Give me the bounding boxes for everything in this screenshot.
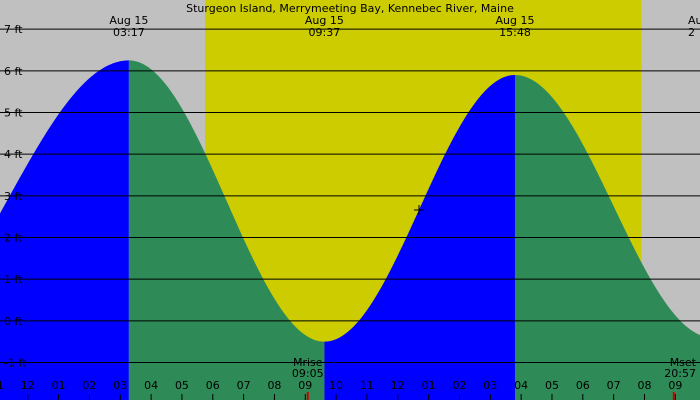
x-tick-label: 03 <box>113 379 127 392</box>
x-tick-label: 08 <box>637 379 651 392</box>
x-tick-label: 07 <box>607 379 621 392</box>
x-tick-label: 05 <box>175 379 189 392</box>
y-tick-label: 1 ft <box>4 273 23 286</box>
x-axis-ticks: 11 12 01 02 03 04 05 06 07 08 09 10 11 12 01 02 03 04 05 06… <box>0 379 682 400</box>
x-tick-label: 07 <box>237 379 251 392</box>
moon-event-time: 20:57 <box>664 367 696 380</box>
x-tick-label: 12 <box>391 379 405 392</box>
y-tick-label: 6 ft <box>4 65 23 78</box>
x-tick-label: 02 <box>82 379 96 392</box>
y-tick-label: 5 ft <box>4 107 23 120</box>
y-axis-labels: -1 ft 0 ft 1 ft 2 ft 3 ft 4 ft 5 ft 6 ft 7 ft <box>4 23 27 369</box>
extreme-date-label: Aug 15 <box>495 14 534 27</box>
x-tick-label: 12 <box>21 379 35 392</box>
y-tick-label: 2 ft <box>4 232 23 245</box>
extreme-time-label: 15:48 <box>499 26 531 39</box>
moon-event-label: Mset <box>670 356 697 369</box>
x-tick-label: 06 <box>206 379 220 392</box>
y-tick-label: 4 ft <box>4 148 23 161</box>
grid-lines <box>0 28 700 363</box>
extreme-date-label: Aug 15 <box>305 14 344 27</box>
y-tick-label: -1 ft <box>4 357 27 370</box>
x-tick-label: 11 <box>360 379 374 392</box>
extreme-time-label: 09:37 <box>309 26 341 39</box>
extreme-time-label: 03:17 <box>113 26 145 39</box>
y-tick-label: 3 ft <box>4 190 23 203</box>
moon-event-label: Mrise <box>293 356 323 369</box>
moon-event-time: 09:05 <box>292 367 324 380</box>
extreme-date-label: Aug <box>688 14 700 27</box>
x-tick-label: 03 <box>483 379 497 392</box>
x-tick-label: 09 <box>668 379 682 392</box>
x-tick-label: 02 <box>452 379 466 392</box>
falling-tide-area <box>128 60 325 400</box>
chart-title: Sturgeon Island, Merrymeeting Bay, Kenne… <box>186 2 514 15</box>
crosshair-marker <box>414 205 424 215</box>
x-tick-label: 05 <box>545 379 559 392</box>
x-tick-label: 08 <box>267 379 281 392</box>
x-tick-label: 04 <box>144 379 158 392</box>
y-tick-label: 0 ft <box>4 315 23 328</box>
x-tick-label: 09 <box>298 379 312 392</box>
extreme-date-label: Aug 15 <box>109 14 148 27</box>
x-tick-label: 10 <box>329 379 343 392</box>
x-tick-label: 06 <box>576 379 590 392</box>
x-tick-label: 01 <box>52 379 66 392</box>
y-tick-label: 7 ft <box>4 23 23 36</box>
rising-tide-area <box>0 60 129 400</box>
x-tick-label: 11 <box>0 379 4 392</box>
x-tick-label: 04 <box>514 379 528 392</box>
x-tick-label: 01 <box>422 379 436 392</box>
extreme-time-label: 2 <box>688 26 695 39</box>
